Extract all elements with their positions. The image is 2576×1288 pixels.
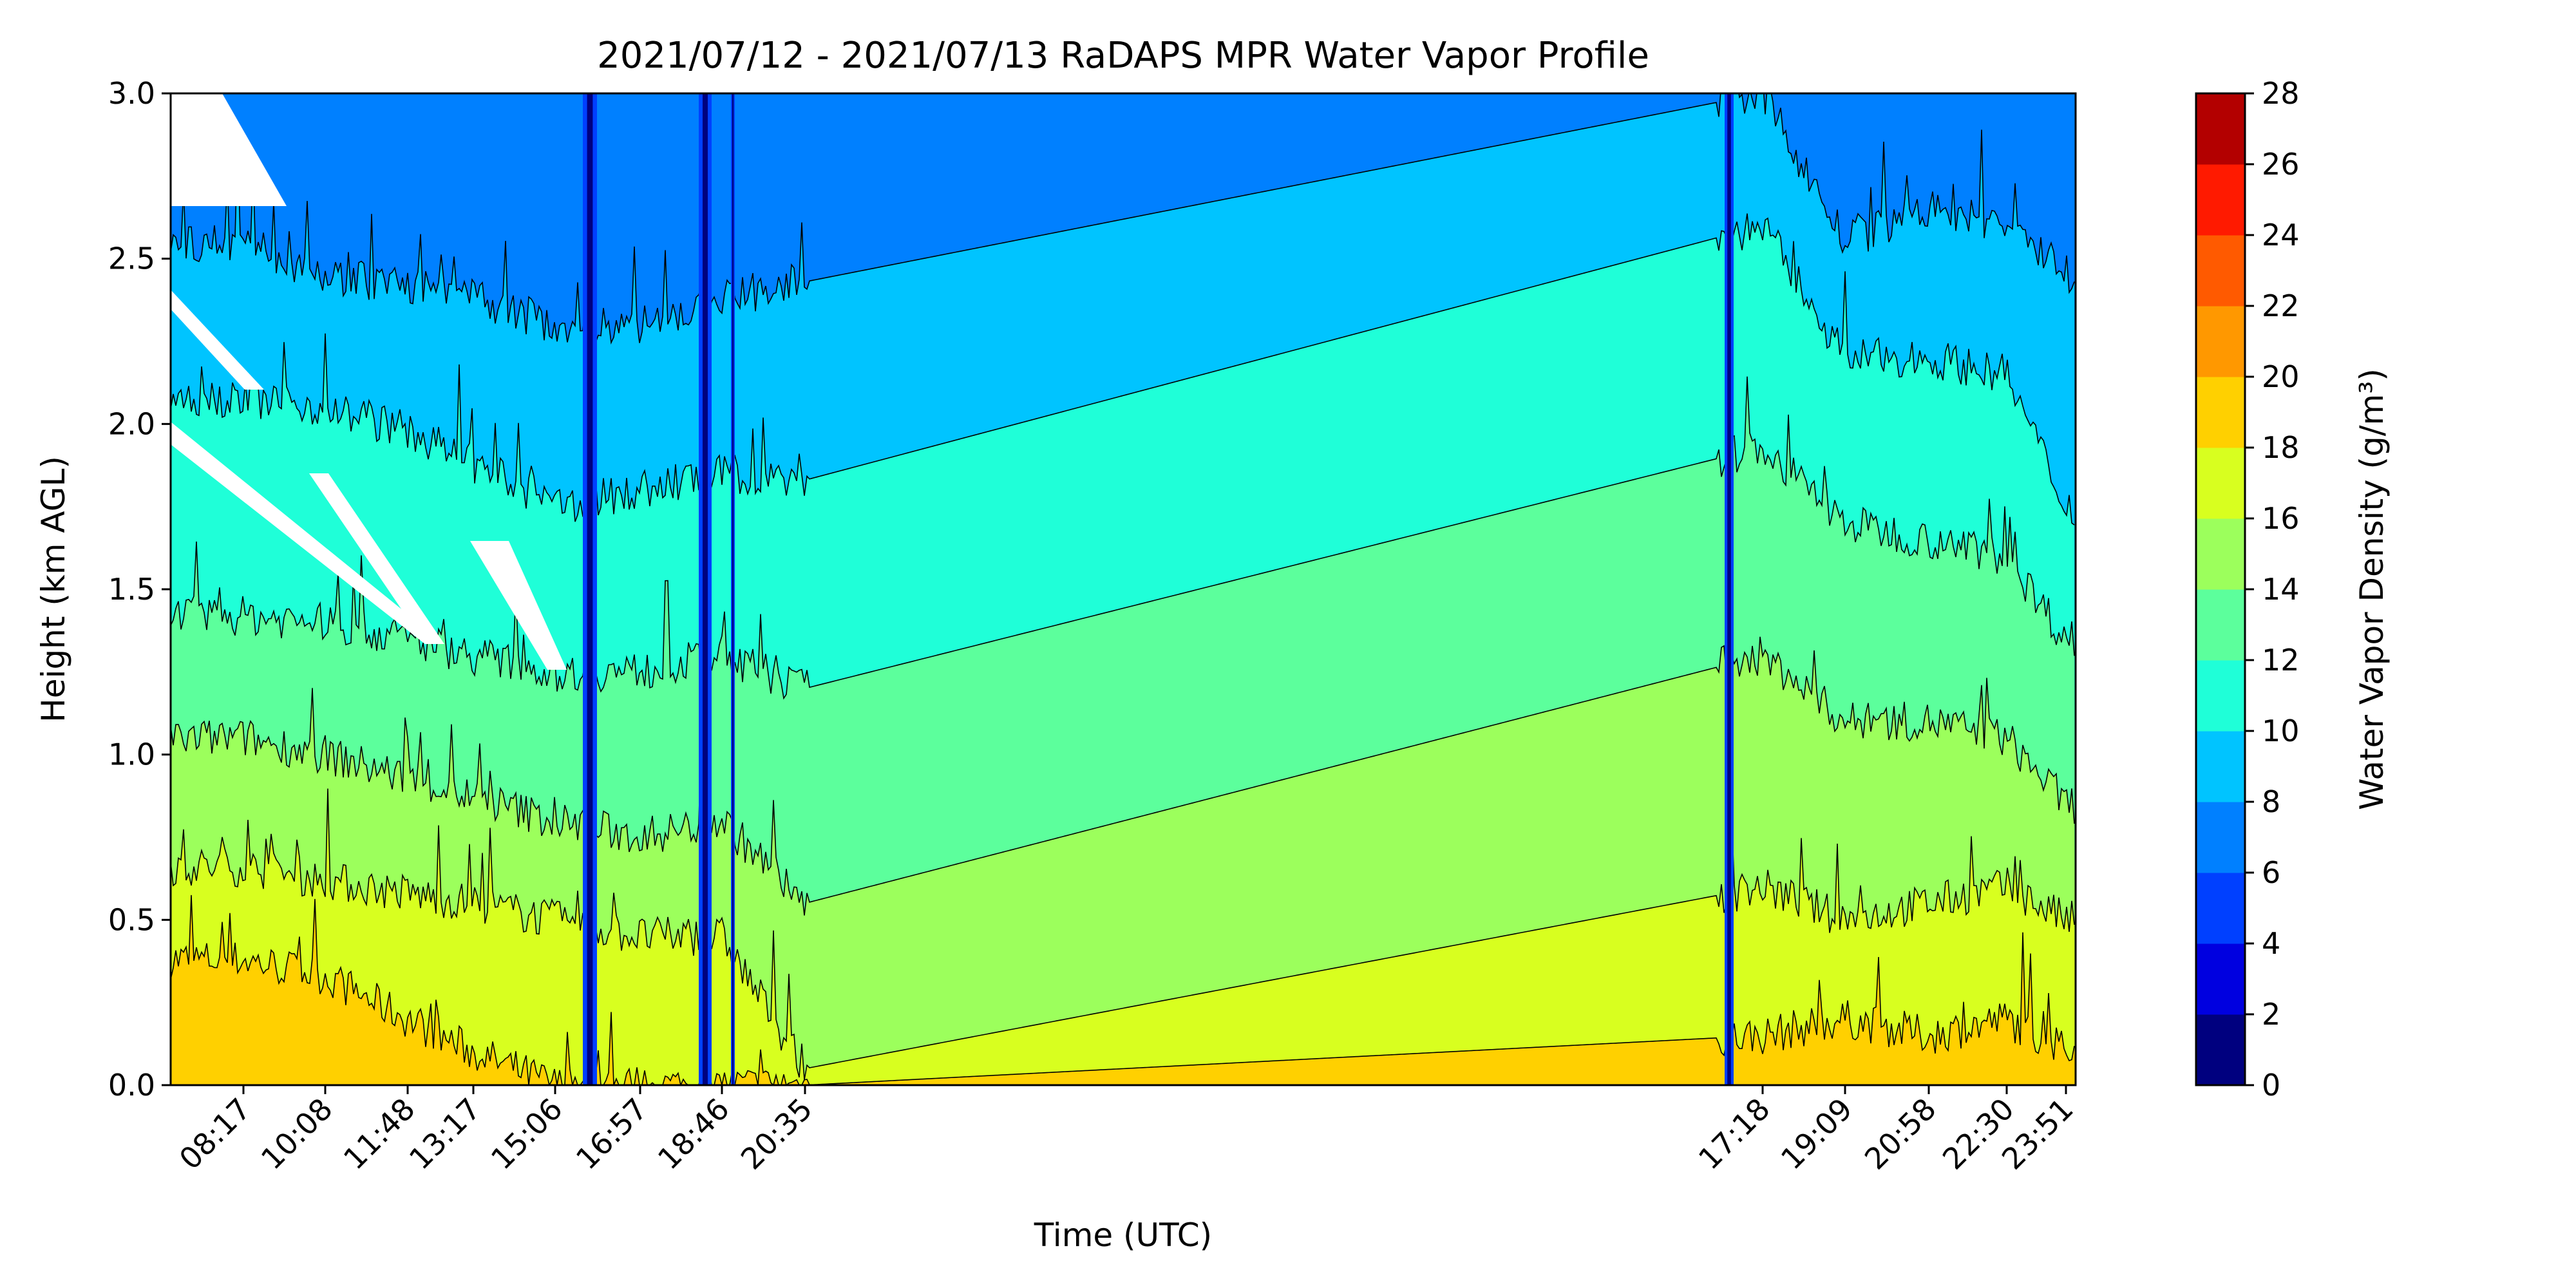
colorbar-swatch	[2196, 235, 2245, 307]
spike-core	[703, 93, 708, 1085]
colorbar-swatch	[2196, 93, 2245, 165]
colorbar-tick-label: 8	[2262, 784, 2280, 819]
colorbar-tick-label: 0	[2262, 1068, 2280, 1103]
colorbar-label: Water Vapor Density (g/m³)	[2353, 368, 2391, 810]
colorbar-tick-label: 26	[2262, 147, 2300, 182]
colorbar-tick-label: 10	[2262, 714, 2300, 748]
colorbar-tick-label: 4	[2262, 926, 2280, 961]
colorbar-tick-label: 22	[2262, 289, 2300, 323]
x-tick-label: 18:46	[651, 1092, 736, 1177]
colorbar-tick-label: 24	[2262, 218, 2300, 252]
y-axis-label: Height (km AGL)	[35, 456, 72, 723]
colorbar-tick-label: 18	[2262, 430, 2300, 465]
x-tick-label: 10:08	[254, 1092, 339, 1177]
plot-area	[169, 92, 2077, 1086]
contour-lines	[171, 93, 2075, 1085]
x-tick-label: 08:17	[173, 1092, 258, 1177]
missing-data-wedge	[171, 93, 287, 206]
colorbar-tick-label: 20	[2262, 359, 2300, 394]
colorbar-swatch	[2196, 448, 2245, 519]
x-tick-label: 11:48	[337, 1092, 422, 1177]
colorbar-tick-label: 12	[2262, 643, 2300, 677]
colorbar-tick-label: 14	[2262, 572, 2300, 607]
colorbar-swatch	[2196, 164, 2245, 236]
missing-data-wedge	[171, 290, 264, 390]
y-tick-label: 2.0	[108, 406, 155, 441]
contour-line	[171, 213, 2075, 526]
contour-line	[171, 636, 2075, 916]
spike-core	[732, 93, 734, 1085]
y-tick-label: 3.0	[108, 76, 155, 111]
colorbar-tick-label: 2	[2262, 997, 2280, 1032]
spike-core	[1727, 93, 1731, 1085]
colorbar-swatch	[2196, 589, 2245, 661]
contour-line	[171, 93, 2075, 345]
y-tick-label: 1.0	[108, 737, 155, 772]
y-tick-label: 2.5	[108, 242, 155, 276]
x-tick-label: 19:09	[1774, 1092, 1859, 1177]
x-tick-label: 20:35	[734, 1092, 819, 1177]
contour-band	[171, 895, 2076, 1085]
contour-fills	[171, 93, 2076, 1085]
colorbar-swatch	[2196, 731, 2245, 802]
missing-data-wedge	[171, 422, 444, 644]
x-axis-label: Time (UTC)	[1034, 1217, 1212, 1254]
x-tick-label: 15:06	[484, 1092, 569, 1177]
colorbar-swatch	[2196, 518, 2245, 590]
x-tick-label: 13:17	[402, 1092, 488, 1177]
contour-line	[171, 788, 2075, 1080]
chart-title: 2021/07/12 - 2021/07/13 RaDAPS MPR Water…	[597, 35, 1649, 77]
colorbar-tick-label: 6	[2262, 855, 2280, 890]
contour-line	[171, 895, 2075, 1085]
colorbar-swatch	[2196, 1014, 2245, 1086]
y-axis: 0.0 0.5 1.0 1.5 2.0 2.5 3.0	[108, 76, 171, 1103]
colorbar-swatch	[2196, 943, 2245, 1015]
spike-core	[587, 93, 593, 1085]
colorbar-swatch	[2196, 802, 2245, 873]
x-tick-label: 20:58	[1858, 1092, 1943, 1177]
y-tick-label: 0.5	[108, 902, 155, 937]
y-tick-label: 1.5	[108, 572, 155, 607]
contour-line	[171, 376, 2075, 700]
colorbar-tick-label: 16	[2262, 501, 2300, 536]
colorbar-swatch	[2196, 660, 2245, 732]
x-tick-label: 17:18	[1692, 1092, 1777, 1177]
contour-band	[171, 788, 2076, 1085]
colorbar-tick-label: 28	[2262, 76, 2300, 111]
x-tick-label: 16:57	[569, 1092, 654, 1177]
missing-data-gaps	[171, 93, 567, 670]
missing-data-wedge	[470, 541, 567, 670]
missing-data-wedge	[309, 473, 444, 644]
colorbar-swatch	[2196, 306, 2245, 377]
colorbar-swatch	[2196, 377, 2245, 448]
y-tick-label: 0.0	[108, 1068, 155, 1103]
colorbar-swatch	[2196, 873, 2245, 944]
